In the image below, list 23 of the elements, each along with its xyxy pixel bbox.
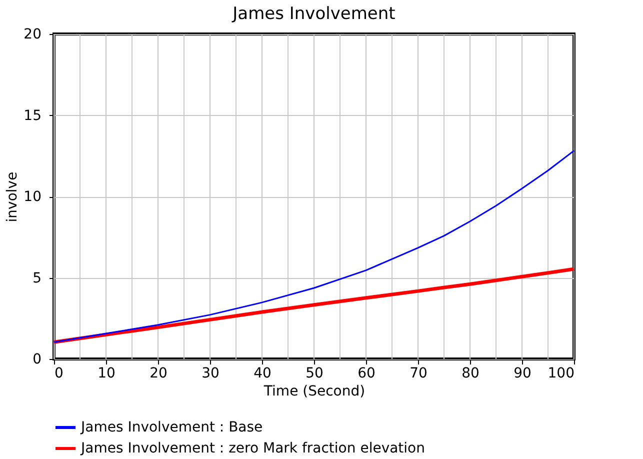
y-tick-label: 0 (32, 352, 42, 368)
x-tick-label: 70 (410, 366, 428, 382)
legend-label: James Involvement : Base (80, 420, 263, 436)
x-tick-label: 50 (306, 366, 324, 382)
y-tick-label: 10 (24, 189, 42, 205)
x-tick-label: 60 (358, 366, 376, 382)
y-axis-title: involve (4, 172, 21, 222)
x-tick-label: 80 (462, 366, 480, 382)
line-series (52, 267, 576, 344)
x-tick-label: 100 (548, 366, 574, 382)
y-tick-label: 20 (24, 26, 42, 42)
x-tick-label: 0 (54, 366, 64, 382)
x-tick-label: 10 (98, 366, 116, 382)
line-series (53, 150, 575, 343)
legend-label: James Involvement : zero Mark fraction elevation (80, 440, 425, 456)
x-tick-label: 40 (254, 366, 272, 382)
x-tick-label: 90 (514, 366, 532, 382)
x-axis-title: Time (Second) (262, 384, 366, 400)
chart-title: James Involvement (232, 4, 396, 24)
y-tick-label: 5 (32, 270, 42, 286)
x-tick-label: 30 (202, 366, 220, 382)
y-tick-label: 15 (24, 108, 42, 124)
x-tick-label: 20 (150, 366, 168, 382)
